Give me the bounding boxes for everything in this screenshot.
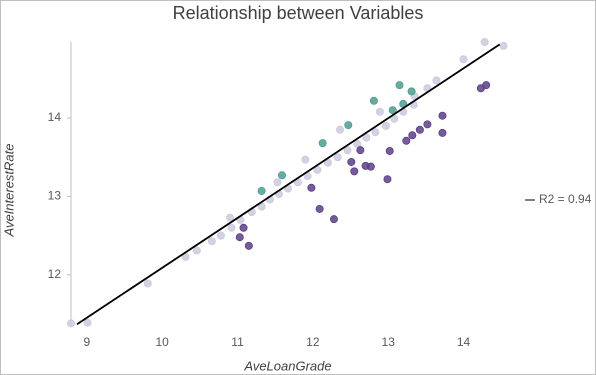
point bbox=[407, 87, 416, 96]
point bbox=[371, 128, 380, 137]
point bbox=[381, 121, 390, 130]
point bbox=[335, 125, 344, 134]
point bbox=[277, 171, 286, 180]
point bbox=[375, 107, 384, 116]
y-tick-label: 12 bbox=[48, 267, 62, 281]
point bbox=[366, 162, 375, 171]
point bbox=[318, 139, 327, 148]
point bbox=[216, 231, 225, 240]
x-tick-label: 13 bbox=[382, 335, 396, 349]
y-axis-title: AveInterestRate bbox=[1, 144, 16, 238]
point bbox=[244, 241, 253, 250]
point bbox=[227, 223, 236, 232]
point bbox=[225, 213, 234, 222]
point bbox=[333, 153, 342, 162]
point bbox=[307, 183, 316, 192]
y-tick-label: 14 bbox=[48, 110, 62, 124]
point bbox=[499, 41, 508, 50]
point bbox=[476, 84, 485, 93]
x-tick-label: 9 bbox=[83, 335, 90, 349]
x-tick-label: 14 bbox=[457, 335, 471, 349]
point bbox=[347, 157, 356, 166]
point bbox=[315, 204, 324, 213]
x-axis-title: AveLoanGrade bbox=[243, 358, 331, 373]
point bbox=[362, 133, 371, 142]
point bbox=[423, 120, 432, 129]
point bbox=[388, 106, 397, 115]
point bbox=[383, 175, 392, 184]
y-tick-label: 13 bbox=[48, 189, 62, 203]
point bbox=[344, 121, 353, 130]
point bbox=[415, 125, 424, 134]
point bbox=[385, 146, 394, 155]
point bbox=[350, 167, 359, 176]
point bbox=[395, 81, 404, 90]
point bbox=[329, 215, 338, 224]
x-tick-label: 12 bbox=[306, 335, 320, 349]
trendline bbox=[76, 43, 501, 325]
point bbox=[313, 165, 322, 174]
point bbox=[273, 178, 282, 187]
x-tick-label: 11 bbox=[231, 335, 244, 349]
point bbox=[67, 319, 76, 328]
point bbox=[83, 318, 92, 327]
point bbox=[192, 246, 201, 255]
point bbox=[239, 223, 248, 232]
point bbox=[301, 155, 310, 164]
point bbox=[143, 279, 152, 288]
x-tick-label: 10 bbox=[155, 335, 169, 349]
trendline-label: R2 = 0.94 bbox=[539, 192, 592, 206]
point bbox=[459, 55, 468, 64]
point bbox=[402, 136, 411, 145]
point bbox=[432, 76, 441, 85]
chart-title: Relationship between Variables bbox=[173, 3, 424, 23]
point bbox=[353, 139, 362, 148]
point bbox=[356, 146, 365, 155]
point bbox=[438, 111, 447, 120]
point bbox=[480, 38, 489, 47]
point bbox=[438, 128, 447, 137]
point bbox=[235, 233, 244, 242]
point bbox=[343, 146, 352, 155]
point bbox=[207, 237, 216, 246]
point bbox=[257, 186, 266, 195]
point bbox=[408, 131, 417, 140]
point bbox=[369, 96, 378, 105]
